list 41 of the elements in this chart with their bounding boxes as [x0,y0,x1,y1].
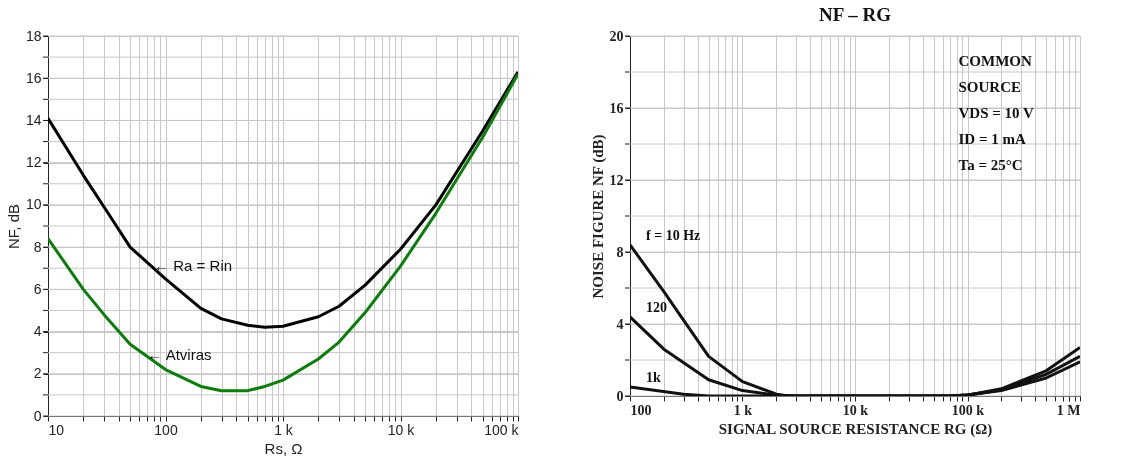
y-tick-label: 0 [616,388,624,404]
annotation: COMMON [958,53,1032,69]
annotation: ← Atviras [147,345,212,363]
series-label: 120 [646,299,667,315]
y-tick-label: 14 [25,111,42,128]
series-label: 1k [646,370,661,385]
annotation: SOURCE [958,79,1022,95]
y-tick-label: 20 [609,28,624,44]
y-tick-label: 16 [609,100,624,116]
x-tick-label: 100 k [951,402,985,418]
y-tick-label: 2 [33,365,42,382]
y-tick-label: 10 [25,196,42,213]
x-tick-label: 100 [630,402,652,418]
annotation: ← Ra = Rin [154,257,233,275]
x-axis-title: SIGNAL SOURCE RESISTANCE RG (Ω) [718,420,993,438]
x-tick-label: 1 k [274,421,294,438]
x-tick-label: 1 M [1056,402,1081,418]
y-tick-label: 6 [33,280,42,297]
x-tick-label: 100 [154,421,178,438]
y-axis-title: NOISE FIGURE NF (dB) [589,134,607,299]
y-tick-label: 16 [25,69,42,86]
y-tick-label: 18 [25,27,42,44]
series-label: f = 10 Hz [646,227,701,243]
annotation: ID = 1 mA [958,131,1026,147]
y-tick-label: 12 [25,154,42,171]
x-tick-label: 10 k [387,421,416,438]
annotation: Ta = 25°C [958,157,1023,173]
y-tick-label: 0 [33,407,42,424]
y-tick-label: 8 [33,238,42,255]
x-axis-title: Rs, Ω [264,439,303,457]
x-tick-label: 10 k [842,402,869,418]
y-axis-title: NF, dB [4,203,22,250]
y-tick-label: 4 [616,316,624,332]
annotation: VDS = 10 V [958,105,1035,121]
y-tick-label: 8 [616,244,624,260]
x-tick-label: 100 k [484,421,520,438]
y-tick-label: 12 [609,172,624,188]
y-tick-label: 4 [33,323,42,340]
x-tick-label: 10 [48,421,65,438]
chart-title: NF – RG [818,4,892,25]
x-tick-label: 1 k [733,402,753,418]
